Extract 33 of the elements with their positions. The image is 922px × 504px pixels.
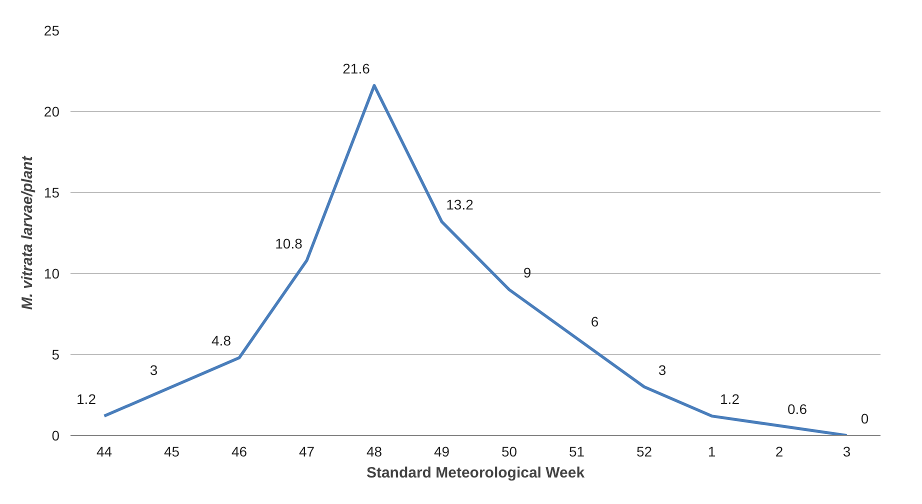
data-label: 10.8 [275, 236, 303, 252]
data-label: 0.6 [788, 400, 808, 417]
x-tick-label: 47 [298, 444, 315, 460]
data-label: 1.2 [76, 391, 96, 408]
line-series [102, 84, 848, 436]
data-label: 1.2 [720, 391, 740, 408]
data-label: 13.2 [446, 196, 474, 213]
y-tick-label: 0 [52, 428, 60, 444]
data-label: 3 [150, 362, 158, 378]
x-tick-label: 51 [568, 444, 585, 460]
x-tick-label: 50 [501, 444, 518, 460]
x-tick-label: 52 [636, 444, 652, 460]
y-tick-label: 15 [44, 184, 60, 200]
x-tick-label: 46 [231, 444, 248, 460]
data-label: 9 [523, 264, 532, 281]
data-label: 0 [860, 410, 869, 426]
data-label: 6 [590, 313, 599, 330]
x-tick-label: 48 [366, 444, 382, 460]
x-tick-label: 45 [164, 444, 180, 460]
y-axis-title: M. vitrata larvae/plant [18, 155, 36, 310]
data-label: 21.6 [342, 60, 370, 77]
x-axis-title: Standard Meteorological Week [366, 464, 586, 482]
y-tick-label: 20 [44, 104, 60, 120]
y-tick-label: 25 [44, 22, 60, 38]
y-tick-label: 5 [52, 346, 60, 362]
x-tick-label: 1 [708, 444, 716, 460]
x-tick-label: 3 [842, 444, 851, 460]
data-label: 3 [658, 362, 666, 378]
y-tick-label: 10 [44, 266, 60, 282]
data-label: 4.8 [212, 332, 232, 349]
x-tick-label: 44 [96, 444, 112, 460]
x-tick-label: 49 [434, 444, 450, 460]
x-tick-label: 2 [775, 444, 784, 460]
